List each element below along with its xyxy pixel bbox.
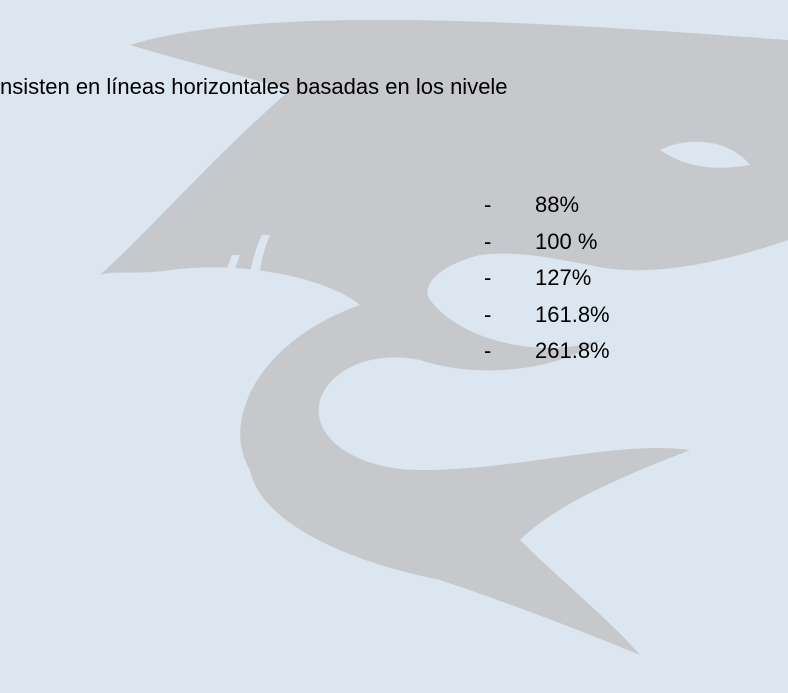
list-marker: - (484, 265, 492, 290)
shark-body (100, 19, 788, 656)
shark-gill (198, 235, 270, 340)
list-text: 88% (535, 192, 580, 217)
list-text: 100 % (535, 228, 598, 254)
body-text: nsisten en líneas horizontales basadas e… (0, 74, 508, 99)
list-text: 261.8% (535, 338, 610, 363)
list-marker: - (484, 338, 492, 363)
list-text: 161.8% (535, 301, 610, 327)
shark-eye (660, 141, 750, 168)
list-marker: - (484, 228, 492, 254)
list-marker: - (484, 301, 492, 327)
list-marker: - (484, 192, 492, 217)
list-text: 127% (535, 265, 592, 290)
